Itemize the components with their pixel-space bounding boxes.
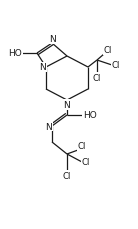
Text: Cl: Cl <box>104 46 112 55</box>
Text: Cl: Cl <box>78 141 86 150</box>
Text: Cl: Cl <box>82 158 90 167</box>
Text: Cl: Cl <box>93 74 101 83</box>
Text: N: N <box>45 122 52 131</box>
Text: N: N <box>39 63 46 72</box>
Text: Cl: Cl <box>112 61 120 70</box>
Text: Cl: Cl <box>63 171 71 180</box>
Text: N: N <box>49 35 55 44</box>
Text: N: N <box>64 101 70 109</box>
Text: HO: HO <box>83 111 97 120</box>
Text: HO: HO <box>8 49 22 58</box>
